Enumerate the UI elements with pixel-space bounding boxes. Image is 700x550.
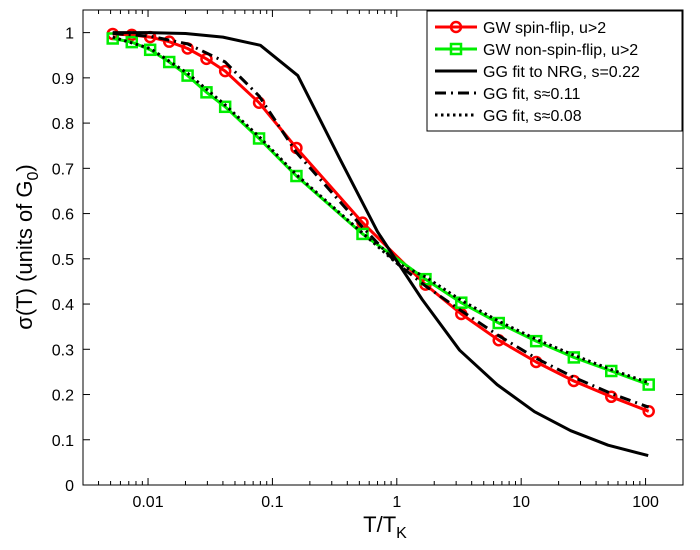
data-point [181,69,194,82]
data-point [455,296,468,309]
series-line [112,35,650,385]
x-tick-label: 0.01 [132,494,163,511]
data-point [605,364,618,378]
data-point [492,316,505,330]
y-axis-label-sub: 0 [25,171,42,180]
legend-item: GG fit, s≈0.08 [435,108,582,125]
legend-item: GW non-spin-flip, u>2 [435,42,638,59]
series-5 [112,35,650,385]
legend-label: GG fit, s≈0.11 [483,86,581,103]
x-tick-label: 1 [392,494,401,511]
series-3 [112,31,649,458]
y-tick-label: 0.3 [52,342,74,359]
y-axis-label-main: σ(T) (units of G [12,180,37,329]
legend-item: GG fit to NRG, s=0.22 [435,64,640,81]
legend-marker [449,20,463,34]
x-tick-label: 100 [632,494,659,511]
legend-item: GW spin-flip, u>2 [435,20,606,37]
series-line [112,31,649,458]
y-tick-label: 0.7 [52,161,74,178]
y-axis-label-end: ) [12,164,37,171]
data-point [125,35,139,49]
x-axis-label-sub: K [396,525,407,542]
data-point [252,132,266,145]
y-tick-label: 0 [65,478,74,495]
y-tick-label: 0.8 [52,116,74,133]
y-axis-label: σ(T) (units of G0) [12,164,42,330]
data-point [218,64,232,78]
legend-label: GW spin-flip, u>2 [483,20,606,37]
data-point [218,100,232,114]
data-point [162,55,176,69]
x-axis-label-main: T/T [363,512,396,537]
y-tick-label: 0.5 [52,252,74,269]
data-point [356,227,369,241]
y-tick-label: 1 [65,26,74,43]
x-axis-label: T/TK [363,512,407,542]
x-tick-label: 10 [512,494,530,511]
data-point [290,169,303,183]
series-layer [106,27,655,458]
x-tick-label: 0.1 [261,494,283,511]
y-tick-label: 0.6 [52,207,74,224]
legend: GW spin-flip, u>2 GW non-spin-flip, u>2 GG… [426,10,683,132]
y-tick-label: 0.9 [52,71,74,88]
legend-label: GG fit, s≈0.08 [483,108,582,125]
legend-marker [449,42,463,56]
data-point [529,334,543,348]
legend-label: GG fit to NRG, s=0.22 [483,64,640,81]
data-point [143,43,157,57]
series-line [112,32,650,409]
legend-label: GW non-spin-flip, u>2 [483,42,638,59]
y-tick-label: 0.1 [52,433,74,450]
legend-item: GG fit, s≈0.11 [435,86,581,103]
y-tick-label: 0.4 [52,297,74,314]
data-point [642,378,655,391]
y-tick-label: 0.2 [52,388,74,405]
data-point [605,390,618,404]
series-4 [112,32,650,409]
